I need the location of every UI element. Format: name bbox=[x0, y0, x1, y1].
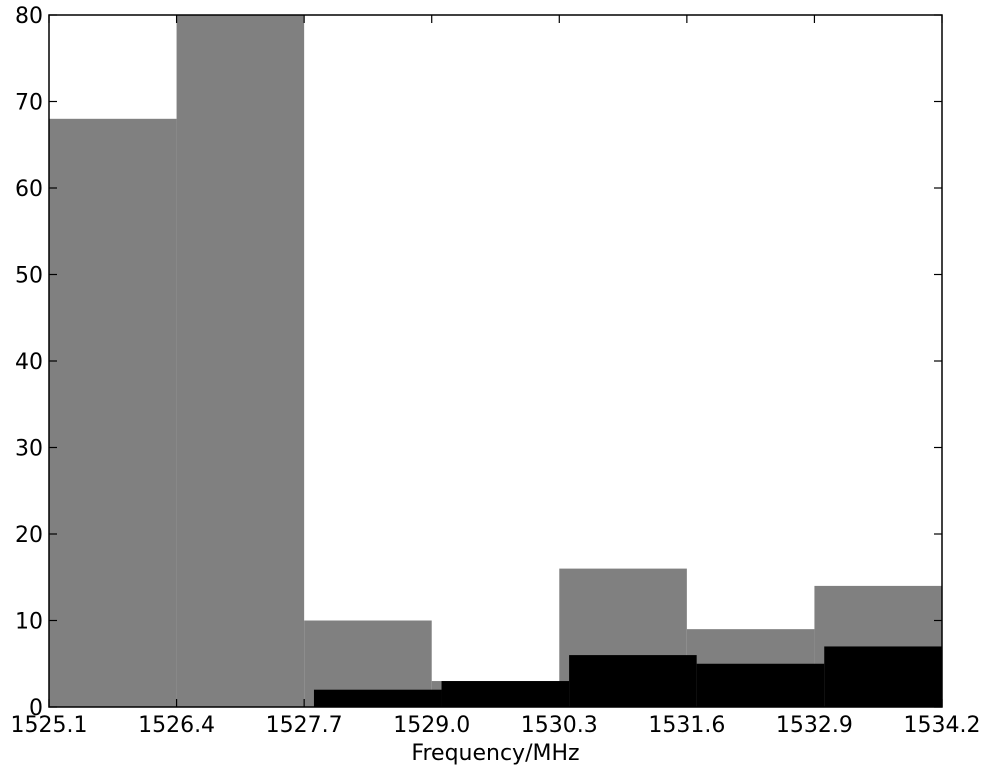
y-tick-label: 70 bbox=[15, 91, 43, 116]
y-tick-label: 20 bbox=[15, 523, 43, 548]
y-tick-label: 50 bbox=[15, 264, 43, 289]
x-axis-title: Frequency/MHz bbox=[411, 741, 579, 766]
labels-layer: 1525.1 1526.4 1527.7 1529.0 1530.3 1531.6 1532… bbox=[11, 4, 981, 738]
y-tick-label: 40 bbox=[15, 350, 43, 375]
y-tick-label: 30 bbox=[15, 437, 43, 462]
x-tick-label: 1531.6 bbox=[648, 713, 725, 738]
x-tick-label: 1529.0 bbox=[393, 713, 470, 738]
bar-series-1-bin-2 bbox=[569, 655, 697, 707]
y-tick-label: 10 bbox=[15, 610, 43, 635]
ticks-layer bbox=[48, 14, 943, 708]
bar-series-1-bin-4 bbox=[824, 646, 942, 707]
x-tick-label: 1525.1 bbox=[11, 713, 88, 738]
bar-series-0-bin-0 bbox=[49, 118, 177, 708]
x-tick-label: 1532.9 bbox=[776, 713, 853, 738]
y-tick-label: 80 bbox=[15, 4, 43, 29]
bar-series-0-bin-1 bbox=[176, 15, 305, 707]
bars-layer bbox=[49, 15, 942, 708]
y-tick-label: 60 bbox=[15, 177, 43, 202]
x-tick-label: 1527.7 bbox=[266, 713, 343, 738]
x-tick-label: 1534.2 bbox=[904, 713, 981, 738]
bar-series-1-bin-3 bbox=[696, 663, 825, 707]
y-tick-label: 0 bbox=[29, 696, 43, 721]
bar-series-1-bin-0 bbox=[313, 689, 442, 707]
x-tick-label: 1530.3 bbox=[521, 713, 598, 738]
x-tick-label: 1526.4 bbox=[138, 713, 215, 738]
bar-series-1-bin-1 bbox=[441, 681, 570, 707]
